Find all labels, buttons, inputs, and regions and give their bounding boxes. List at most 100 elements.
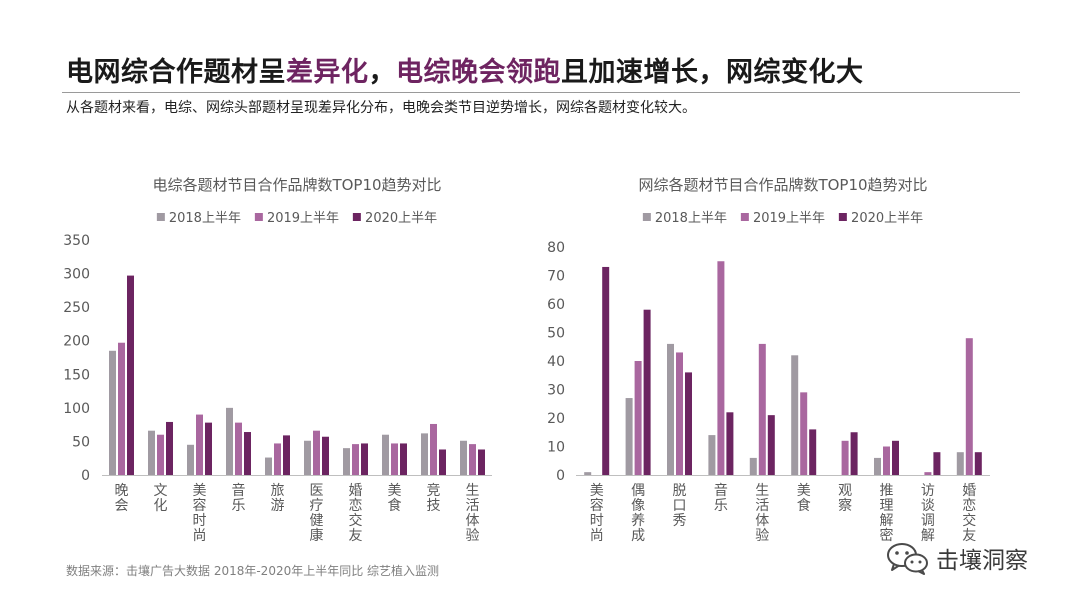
bar-2020-文化 xyxy=(166,421,173,475)
bar-2020-晚会 xyxy=(127,275,134,475)
legend-item-2018: 2018上半年 xyxy=(156,207,241,226)
left-chart-title: 电综各题材节目合作品牌数TOP10趋势对比 xyxy=(152,176,442,194)
legend-item-2020: 2020上半年 xyxy=(839,207,923,226)
x-tick-label: 美容时尚 xyxy=(193,483,207,544)
bar-2020-美食 xyxy=(809,429,817,475)
x-tick-label: 推理解密 xyxy=(880,483,894,544)
bar-2019-旅游 xyxy=(274,443,281,475)
x-tick-label: 旅游 xyxy=(271,483,285,514)
bar-2018-医疗健康 xyxy=(304,440,311,475)
legend-label-2019: 2019上半年 xyxy=(752,211,826,226)
brand-watermark: 击壤洞察 xyxy=(886,541,1028,575)
x-tick-label: 生活体验 xyxy=(755,483,769,544)
bar-2020-推理解密 xyxy=(892,440,899,475)
bar-2020-美食 xyxy=(400,443,407,475)
legend-item-2019: 2019上半年 xyxy=(254,207,340,226)
legend-swatch-2018 xyxy=(642,212,651,221)
x-tick-label: 文化 xyxy=(154,483,168,514)
page-subtitle: 从各题材来看，电综、网综头部题材呈现差异化分布，电晚会类节目逆势增长，网综各题材… xyxy=(66,100,696,116)
bar-2020-音乐 xyxy=(726,412,734,475)
legend-swatch-2018 xyxy=(156,212,165,221)
y-tick-label: 200 xyxy=(63,334,90,350)
x-tick-label: 脱口秀 xyxy=(673,483,687,529)
x-tick-label: 观察 xyxy=(838,483,852,514)
x-tick-label: 美容时尚 xyxy=(590,483,604,544)
bar-2019-竞技 xyxy=(430,423,437,475)
bar-2018-竞技 xyxy=(421,433,428,475)
legend-label-2018: 2018上半年 xyxy=(654,211,727,226)
bar-2019-美食 xyxy=(800,392,808,475)
bar-2018-美容时尚 xyxy=(187,444,194,475)
left-chart-legend: 2018上半年 2019上半年 2020上半年 xyxy=(156,207,438,226)
y-tick-label: 350 xyxy=(63,233,90,249)
bar-2018-脱口秀 xyxy=(667,343,674,475)
title-part-3: 且加速增长，网综变化大 xyxy=(561,57,864,88)
bar-2018-美食 xyxy=(791,355,799,475)
bar-2020-生活体验 xyxy=(478,449,485,475)
x-tick-label: 访谈调解 xyxy=(921,483,935,544)
legend-label-2020: 2020上半年 xyxy=(365,211,438,226)
bar-2020-生活体验 xyxy=(767,415,775,475)
bar-2020-美容时尚 xyxy=(602,266,610,475)
data-source-note: 数据来源：击壤广告大数据 2018年-2020年上半年同比 综艺植入监测 xyxy=(66,564,440,578)
legend-item-2018: 2018上半年 xyxy=(642,207,727,226)
x-tick-label: 美食 xyxy=(797,483,811,514)
bar-2018-音乐 xyxy=(226,407,233,475)
legend-label-2019: 2019上半年 xyxy=(266,211,340,226)
legend-label-2018: 2018上半年 xyxy=(168,211,241,226)
y-tick-label: 50 xyxy=(547,326,565,342)
y-tick-label: 30 xyxy=(547,383,565,399)
bar-2019-美容时尚 xyxy=(196,414,203,475)
title-highlight-1: 差异化 xyxy=(286,57,369,88)
wechat-icon xyxy=(886,541,930,575)
bar-2019-婚恋交友 xyxy=(352,444,359,475)
y-tick-label: 60 xyxy=(547,297,565,313)
bar-2018-音乐 xyxy=(708,435,716,475)
bar-2019-生活体验 xyxy=(469,444,476,475)
y-tick-label: 250 xyxy=(63,300,90,316)
bar-2019-文化 xyxy=(157,434,164,475)
x-tick-label: 竞技 xyxy=(427,482,441,514)
legend-swatch-2020 xyxy=(353,212,362,221)
bar-2018-偶像养成 xyxy=(625,398,633,475)
bar-2018-文化 xyxy=(148,430,155,475)
bar-2019-婚恋交友 xyxy=(965,338,973,475)
bar-2020-婚恋交友 xyxy=(974,452,982,475)
bar-2020-偶像养成 xyxy=(643,309,651,475)
bar-2020-婚恋交友 xyxy=(361,443,368,475)
bar-2020-观察 xyxy=(850,432,858,475)
bar-2019-观察 xyxy=(841,440,849,475)
bar-2018-婚恋交友 xyxy=(956,452,964,475)
bar-2020-美容时尚 xyxy=(205,422,212,475)
y-tick-label: 0 xyxy=(556,468,565,484)
legend-item-2019: 2019上半年 xyxy=(740,207,826,226)
bar-2018-生活体验 xyxy=(460,440,467,475)
bar-2019-生活体验 xyxy=(758,343,766,475)
bar-2020-竞技 xyxy=(439,449,446,475)
bar-2019-晚会 xyxy=(118,342,125,475)
title-part-1: 电网综合作题材呈 xyxy=(66,57,286,88)
bar-2019-偶像养成 xyxy=(634,361,642,475)
x-tick-label: 偶像养成 xyxy=(631,483,645,544)
bar-2018-生活体验 xyxy=(749,457,757,475)
legend-swatch-2020 xyxy=(839,212,848,221)
y-tick-label: 100 xyxy=(63,401,90,417)
x-tick-label: 生活体验 xyxy=(466,483,480,544)
y-tick-label: 20 xyxy=(547,411,565,427)
bar-2019-音乐 xyxy=(235,422,242,475)
bar-2018-推理解密 xyxy=(874,457,881,475)
title-part-2: ， xyxy=(368,57,396,88)
title-divider xyxy=(62,92,1020,93)
x-tick-label: 音乐 xyxy=(232,482,246,514)
y-tick-label: 300 xyxy=(63,267,90,283)
y-tick-label: 150 xyxy=(63,367,90,383)
y-tick-label: 40 xyxy=(547,354,565,370)
x-tick-label: 婚恋交友 xyxy=(962,483,976,544)
bar-2019-脱口秀 xyxy=(676,352,683,475)
bar-2020-旅游 xyxy=(283,435,290,475)
title-highlight-2: 电综晚会领跑 xyxy=(396,57,561,88)
bar-2020-音乐 xyxy=(244,432,251,475)
x-tick-label: 美食 xyxy=(388,483,402,514)
bar-2019-推理解密 xyxy=(883,446,890,475)
